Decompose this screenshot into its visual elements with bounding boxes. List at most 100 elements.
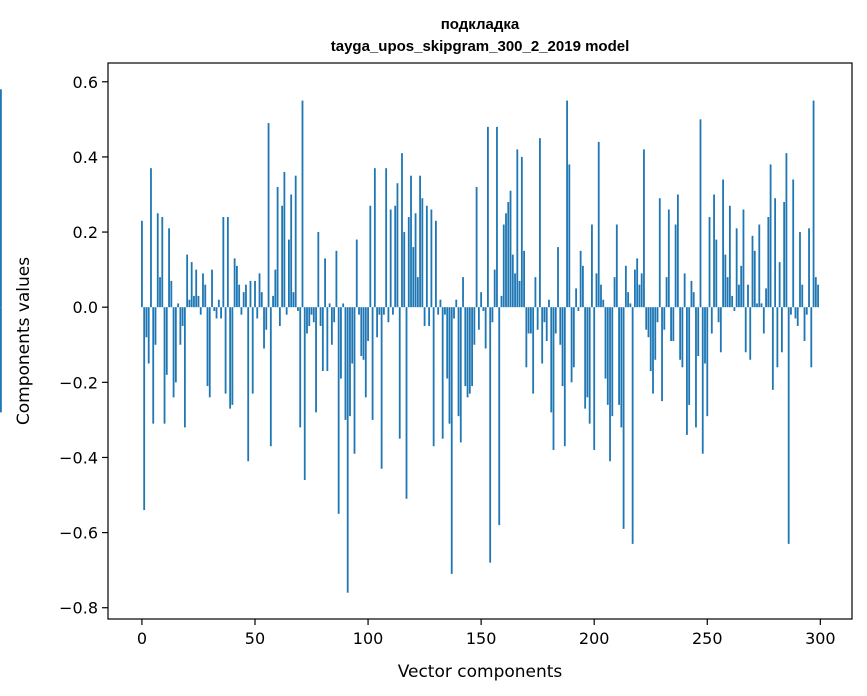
- bar-29: [206, 307, 209, 387]
- bar-119: [410, 175, 412, 308]
- bar-157: [496, 126, 498, 308]
- bar-231: [663, 307, 666, 330]
- bar-279: [771, 307, 774, 390]
- bar-241: [686, 307, 688, 435]
- bar-137: [450, 307, 453, 574]
- bar-213: [622, 307, 625, 529]
- bar-123: [419, 175, 421, 308]
- bar-58: [272, 295, 274, 308]
- bar-133: [441, 307, 444, 439]
- bar-163: [509, 190, 512, 308]
- bar-260: [728, 205, 731, 308]
- bar-198: [588, 307, 591, 424]
- bar-190: [570, 307, 573, 383]
- bar-252: [710, 307, 713, 334]
- bar-192: [575, 288, 578, 308]
- bar-244: [692, 292, 695, 308]
- bar-256: [719, 307, 722, 353]
- bar-22: [190, 262, 193, 308]
- bar-158: [498, 307, 501, 526]
- bar-37: [224, 307, 227, 394]
- bar-131: [437, 307, 440, 315]
- bar-223: [645, 307, 648, 330]
- bar-151: [482, 307, 485, 311]
- x-tick-label: 50: [245, 629, 265, 648]
- bar-180: [548, 299, 550, 308]
- bar-74: [308, 307, 311, 326]
- bar-286: [787, 307, 790, 544]
- bar-55: [265, 307, 268, 330]
- bar-96: [358, 307, 360, 315]
- bar-38: [226, 217, 229, 308]
- bar-72: [303, 307, 306, 480]
- bar-230: [661, 307, 663, 402]
- bar-257: [722, 179, 725, 308]
- bar-175: [536, 307, 539, 330]
- bar-117: [405, 307, 408, 499]
- bar-86: [335, 250, 338, 308]
- bar-267: [744, 307, 747, 353]
- bar-239: [681, 307, 684, 368]
- bar-20: [186, 254, 189, 308]
- bar-80: [321, 307, 324, 372]
- bar-34: [217, 299, 220, 308]
- x-tick-label: 150: [466, 629, 497, 648]
- bar-283: [780, 307, 783, 353]
- bar-139: [455, 299, 458, 308]
- bar-167: [518, 280, 521, 308]
- bar-177: [541, 307, 544, 364]
- bar-125: [423, 307, 426, 326]
- bar-100: [367, 307, 369, 341]
- bar-173: [532, 307, 535, 394]
- bar-227: [654, 307, 657, 360]
- bar-124: [421, 198, 424, 308]
- bar-44: [240, 307, 243, 315]
- y-axis-label: Components values: [14, 257, 34, 425]
- y-tick-label: −0.2: [59, 373, 98, 392]
- x-axis-label: Vector components: [398, 662, 563, 682]
- bar-102: [371, 307, 374, 420]
- bar-130: [435, 220, 437, 308]
- bar-52: [258, 273, 261, 308]
- bar-238: [679, 307, 682, 360]
- bar-1: [143, 307, 146, 511]
- bar-120: [412, 247, 415, 308]
- bar-51: [256, 307, 259, 319]
- bar-141: [459, 307, 462, 443]
- bar-289: [794, 307, 797, 319]
- bar-197: [586, 307, 589, 398]
- bar-145: [468, 307, 471, 394]
- bar-200: [593, 307, 596, 450]
- bar-294: [805, 307, 808, 315]
- bar-18: [181, 307, 184, 326]
- bar-68: [294, 175, 297, 308]
- bar-164: [511, 254, 514, 308]
- bar-251: [708, 217, 711, 308]
- bar-276: [765, 288, 767, 308]
- y-axis-ticks: 0.6 0.4 0.2 0.0 −0.2 −0.4 −0.6 −0.8: [59, 73, 108, 618]
- bar-225: [649, 307, 652, 372]
- bar-229: [658, 198, 661, 308]
- bar-26: [199, 307, 202, 315]
- bar-266: [742, 209, 745, 308]
- bar-23: [193, 295, 195, 308]
- bar-88: [340, 307, 342, 379]
- bar-101: [369, 205, 372, 308]
- bar-217: [631, 307, 634, 544]
- bar-226: [652, 307, 654, 394]
- bar-162: [507, 202, 510, 308]
- bar-5: [152, 307, 155, 424]
- bar-275: [762, 307, 765, 334]
- bar-46: [245, 284, 247, 308]
- bar-234: [670, 307, 672, 341]
- bar-97: [360, 307, 363, 357]
- bar-76: [312, 307, 315, 323]
- bar-199: [591, 224, 593, 308]
- bar-259: [726, 277, 729, 308]
- bar-78: [317, 232, 320, 308]
- bar-42: [236, 265, 238, 308]
- bar-243: [690, 280, 693, 308]
- bar-7: [156, 213, 159, 308]
- bar-265: [740, 265, 743, 308]
- bar-13: [170, 280, 173, 308]
